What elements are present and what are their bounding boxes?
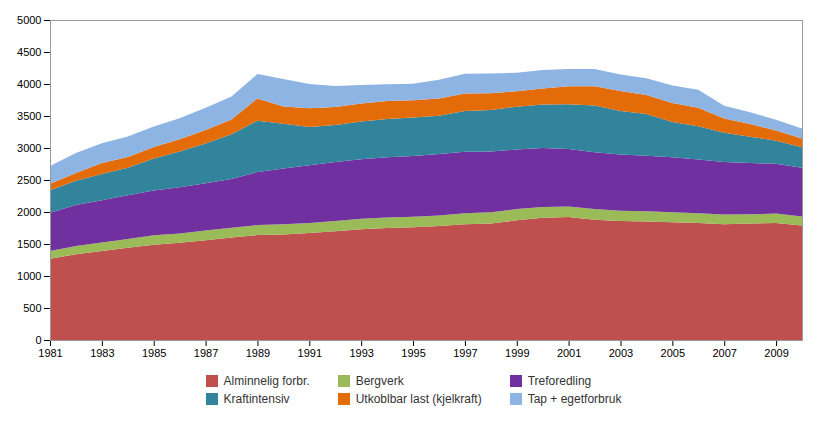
svg-text:2001: 2001 (557, 347, 581, 359)
html-text:Utkoblbar last (kjelkraft): Utkoblbar last (kjelkraft) (355, 392, 482, 406)
svg-text:3500: 3500 (17, 110, 41, 122)
svg-text:3000: 3000 (17, 142, 41, 154)
svg-text:2003: 2003 (609, 347, 633, 359)
svg-text:1995: 1995 (401, 347, 425, 359)
svg-text:1993: 1993 (349, 347, 373, 359)
svg-text:1989: 1989 (246, 347, 270, 359)
svg-text:2009: 2009 (764, 347, 788, 359)
html-text:Treforedling: Treforedling (527, 374, 592, 388)
svg-text:1500: 1500 (17, 238, 41, 250)
html-text:Tap + egetforbruk: Tap + egetforbruk (527, 392, 622, 406)
svg-text:4000: 4000 (17, 78, 41, 90)
html-text:Bergverk: Bergverk (355, 374, 404, 388)
svg-text:2000: 2000 (17, 206, 41, 218)
svg-text:2007: 2007 (712, 347, 736, 359)
svg-text:500: 500 (23, 302, 41, 314)
svg-text:5000: 5000 (17, 14, 41, 26)
svg-text:0: 0 (35, 334, 41, 346)
svg-text:1983: 1983 (90, 347, 114, 359)
svg-text:1999: 1999 (505, 347, 529, 359)
svg-text:1991: 1991 (298, 347, 322, 359)
svg-text:1000: 1000 (17, 270, 41, 282)
svg-text:1997: 1997 (453, 347, 477, 359)
svg-text:4500: 4500 (17, 46, 41, 58)
svg-text:1985: 1985 (142, 347, 166, 359)
html-text:Alminnelig forbr.: Alminnelig forbr. (223, 374, 310, 388)
html-text:Kraftintensiv: Kraftintensiv (223, 392, 290, 406)
svg-text:2500: 2500 (17, 174, 41, 186)
svg-text:2005: 2005 (661, 347, 685, 359)
svg-text:1981: 1981 (38, 347, 62, 359)
svg-text:1987: 1987 (194, 347, 218, 359)
